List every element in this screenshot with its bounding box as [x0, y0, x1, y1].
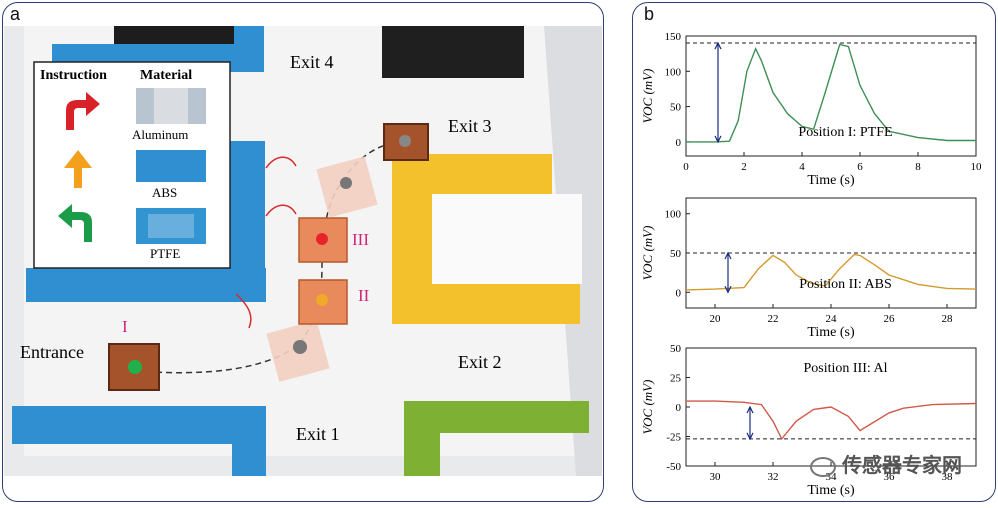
- chart-2-ytick-label: 50: [670, 248, 682, 260]
- ptfe-film: [148, 214, 194, 238]
- panel-b: [632, 2, 996, 502]
- chart-2-xtick-label: 22: [768, 313, 779, 325]
- chart-2-arrowhead-top: [724, 251, 732, 260]
- chart-1-ytick-label: 100: [665, 66, 682, 78]
- chart-3-ytick-label: -25: [666, 432, 681, 444]
- chart-1-xtick-label: 8: [915, 161, 921, 173]
- material-ptfe: PTFE: [150, 246, 181, 261]
- material-abs: ABS: [152, 185, 178, 200]
- instruction-header: Instruction: [40, 68, 107, 83]
- chart-2-ytick-label: 0: [676, 287, 682, 299]
- turn-right-arrow-icon: [66, 92, 100, 130]
- chart-3-xtick-label: 38: [942, 471, 954, 483]
- chart-2-xtick-label: 28: [942, 313, 954, 325]
- chart-2-ylabel: VOC (mV): [640, 226, 655, 281]
- turn-left-arrow-icon: [58, 204, 92, 242]
- chart-3-arrowhead-top: [746, 432, 754, 441]
- legend-box: [33, 61, 231, 269]
- chart-3-ytick-label: -50: [666, 461, 681, 473]
- chart-1-xtick-label: 10: [971, 161, 983, 173]
- chart-3-ylabel: VOC (mV): [640, 380, 655, 435]
- maze-photo: [4, 26, 602, 476]
- chart-3-title: Position III: Al: [803, 361, 887, 376]
- material-aluminum: Aluminum: [132, 127, 189, 142]
- chart-1-xtick-label: 2: [741, 161, 747, 173]
- chart-1-xtick-label: 6: [857, 161, 863, 173]
- black-bricks-left: [114, 26, 244, 44]
- exit-1-label: Exit 1: [296, 424, 340, 444]
- chart-2-arrowhead-bottom: [724, 286, 732, 294]
- pad-position-iii: [298, 217, 348, 263]
- chart-1-xlabel: Time (s): [807, 173, 855, 188]
- turn-arrow-3: [235, 293, 252, 329]
- chart-1-ytick-label: 150: [665, 31, 682, 43]
- pad-rotated: [316, 156, 378, 218]
- chart-3-ytick-label: 25: [670, 373, 682, 385]
- chart-2-xtick-label: 20: [710, 313, 722, 325]
- position-i-label: I: [122, 317, 128, 336]
- turn-arrow-2: [265, 204, 297, 217]
- robot-entrance: [108, 343, 160, 391]
- panel-a-label: a: [10, 4, 21, 24]
- green-wall: [404, 401, 589, 476]
- chart-3-ytick-label: 50: [670, 343, 682, 355]
- wechat-icon: [810, 456, 836, 477]
- entrance-label: Entrance: [20, 342, 84, 362]
- chart-1-ytick-label: 0: [676, 137, 682, 149]
- position-iii-label: III: [352, 230, 369, 249]
- watermark-text: 传感器专家网: [842, 453, 962, 477]
- pad-position-i: [266, 320, 330, 382]
- chart-2-series-line: [685, 253, 977, 291]
- yellow-wall: [392, 154, 582, 324]
- abs-swatch: [136, 150, 206, 182]
- blue-wall-bottom: [12, 406, 266, 476]
- chart-3-xtick-label: 36: [884, 471, 896, 483]
- robot-exit3: [383, 123, 429, 161]
- chart-1-xtick-label: 4: [799, 161, 805, 173]
- chart-3-xtick-label: 32: [768, 471, 779, 483]
- aluminum-foil: [154, 88, 188, 124]
- chart-1-arrowhead-top: [714, 41, 722, 50]
- exit-2-label: Exit 2: [458, 352, 502, 372]
- material-header: Material: [140, 68, 193, 83]
- chart-1-xtick-label: 0: [683, 161, 689, 173]
- exit-3-label: Exit 3: [448, 116, 492, 136]
- blue-wall-middle: [26, 141, 266, 302]
- position-ii-label: II: [358, 286, 370, 305]
- turn-arrow-1: [265, 156, 297, 169]
- chart-3-xlabel: Time (s): [807, 483, 855, 498]
- chart-1-ylabel: VOC (mV): [640, 69, 655, 124]
- chart-2-xlabel: Time (s): [807, 325, 855, 340]
- chart-1-arrowhead-bottom: [714, 135, 722, 144]
- pad-position-ii: [298, 279, 348, 325]
- chart-2-xtick-label: 24: [826, 313, 838, 325]
- chart-2-xtick-label: 26: [884, 313, 896, 325]
- chart-2-ytick-label: 100: [665, 209, 682, 221]
- chart-3-series-line: [686, 400, 977, 441]
- chart-1-series-line: [686, 43, 976, 143]
- chart-1-ytick-label: 50: [670, 102, 682, 114]
- black-bricks: [382, 26, 524, 78]
- chart-1-title: Position I: PTFE: [798, 125, 892, 140]
- chart-3-xtick-label: 30: [710, 471, 722, 483]
- chart-2-title: Position II: ABS: [799, 277, 892, 292]
- watermark: 传感器专家网: [810, 449, 962, 478]
- chart-3-ytick-label: 0: [676, 402, 682, 414]
- chart-3-arrowhead-bottom: [746, 405, 754, 414]
- chart-3-xtick-label: 34: [826, 471, 838, 483]
- go-straight-arrow-icon: [64, 150, 92, 188]
- chart-1-frame: [685, 35, 977, 157]
- panel-b-label: b: [644, 4, 655, 24]
- exit-4-label: Exit 4: [290, 52, 334, 72]
